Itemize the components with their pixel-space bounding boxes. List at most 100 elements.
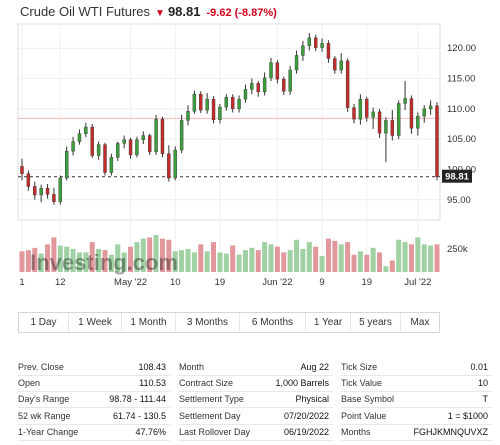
volume-bar	[370, 247, 376, 272]
x-tick-label: Jul '22	[404, 277, 431, 288]
range-button-max[interactable]: Max	[410, 317, 430, 328]
stats-row: 1-Year Change 47.76% Last Rollover Day 06/1…	[18, 425, 492, 441]
volume-bar	[300, 248, 306, 272]
candle-down	[333, 58, 337, 71]
candle-down	[365, 98, 369, 118]
stat-cell: Tick Size 0.01	[341, 360, 492, 376]
down-arrow-icon: ▼	[155, 8, 165, 19]
range-button-1-day[interactable]: 1 Day	[19, 313, 69, 332]
candle-down	[147, 135, 152, 153]
stat-label: Prev. Close	[18, 362, 64, 372]
volume-bar	[51, 237, 57, 272]
candle-down	[326, 43, 331, 59]
volume-bar	[19, 251, 25, 272]
volume-bar	[377, 252, 383, 272]
range-button-5-years[interactable]: 5 years	[351, 313, 401, 332]
x-tick-label: Jun '22	[262, 277, 292, 288]
stat-value: 61.74 - 130.5	[112, 410, 166, 421]
volume-bar	[115, 244, 121, 272]
volume-bar	[147, 237, 153, 272]
volume-bar	[408, 244, 414, 272]
stat-cell: Contract Size 1,000 Barrels	[179, 376, 333, 393]
volume-bar	[249, 247, 255, 272]
volume-bar	[230, 245, 236, 272]
candle-up	[154, 118, 158, 153]
volume-bar	[57, 245, 63, 272]
volume-bar	[102, 250, 108, 272]
volume-bar	[306, 242, 312, 272]
stat-value: 06/19/2022	[283, 426, 329, 437]
instrument-header: Crude Oil WTI Futures ▼ 98.81 -9.62 (-8.…	[20, 4, 277, 20]
candle-down	[256, 83, 260, 93]
volume-bar	[268, 244, 274, 272]
candle-down	[211, 98, 216, 120]
range-button-1-week[interactable]: 1 Week	[69, 313, 122, 332]
volume-bar	[223, 253, 229, 272]
candle-down	[167, 153, 171, 179]
candle-up	[403, 98, 407, 104]
candle-up	[384, 120, 388, 134]
volume-bar	[364, 254, 370, 272]
stat-cell: Open 110.53	[18, 376, 170, 393]
stat-cell: Month Aug 22	[179, 360, 333, 376]
volume-bar	[402, 242, 408, 272]
candle-up	[218, 106, 222, 120]
range-button-1-year[interactable]: 1 Year	[306, 313, 351, 332]
x-tick-label: 19	[361, 277, 372, 288]
volume-bar	[396, 239, 402, 272]
candle-up	[371, 111, 375, 118]
volume-bar	[313, 246, 319, 272]
volume-bar	[332, 240, 338, 272]
volume-bars	[19, 235, 440, 272]
price-chart[interactable]: Investing.com 98.81 120.00 115.00 110.00 10…	[0, 0, 500, 300]
volume-bar	[217, 252, 223, 272]
candle-up	[122, 139, 126, 144]
volume-bar	[383, 266, 389, 272]
volume-bar	[121, 252, 127, 272]
candle-down	[377, 111, 382, 134]
volume-bar	[274, 246, 280, 272]
candle-up	[320, 43, 324, 48]
stat-value: 07/20/2022	[283, 410, 329, 421]
candle-up	[416, 115, 420, 129]
range-button-1-month[interactable]: 1 Month	[122, 313, 176, 332]
volume-bar	[434, 244, 440, 272]
y-tick-label: 100.00	[447, 164, 476, 175]
candlesticks	[20, 33, 439, 205]
candle-down	[435, 105, 439, 177]
stat-cell: 1-Year Change 47.76%	[18, 425, 170, 441]
candle-down	[20, 166, 24, 174]
volume-bar	[255, 250, 261, 272]
stat-label: 52 wk Range	[18, 410, 71, 421]
stat-label: Months	[341, 426, 371, 437]
range-button-3-months[interactable]: 3 Months	[176, 313, 240, 332]
candle-down	[52, 194, 56, 202]
stat-value: T	[482, 394, 489, 405]
stat-value: FGHJKMNQUVXZ	[413, 426, 488, 437]
volume-bar	[338, 244, 344, 272]
candle-up	[179, 120, 184, 151]
stats-row: Prev. Close 108.43 Month Aug 22 Tick Size 0.0…	[18, 360, 492, 376]
stat-label: Tick Size	[341, 362, 378, 372]
volume-bar	[96, 248, 102, 272]
candle-down	[345, 60, 350, 108]
candle-up	[339, 60, 343, 71]
candle-up	[428, 105, 433, 110]
stat-label: Settlement Day	[179, 410, 241, 421]
candle-up	[422, 108, 426, 117]
candle-down	[103, 144, 107, 173]
volume-bar	[351, 254, 357, 272]
candle-up	[58, 177, 63, 202]
stat-cell: 52 wk Range 61.74 - 130.5	[18, 409, 170, 425]
stat-label: Month	[179, 362, 205, 372]
range-button-6-months[interactable]: 6 Months	[240, 313, 306, 332]
stat-value: 1 = $1000	[447, 410, 488, 421]
candle-up	[96, 144, 101, 156]
volume-bar	[70, 248, 76, 272]
candle-down	[90, 126, 94, 156]
candle-up	[39, 188, 43, 196]
candle-down	[26, 173, 31, 187]
stat-label: Contract Size	[179, 378, 234, 389]
candle-up	[301, 45, 305, 56]
y-tick-label: 120.00	[447, 43, 476, 54]
